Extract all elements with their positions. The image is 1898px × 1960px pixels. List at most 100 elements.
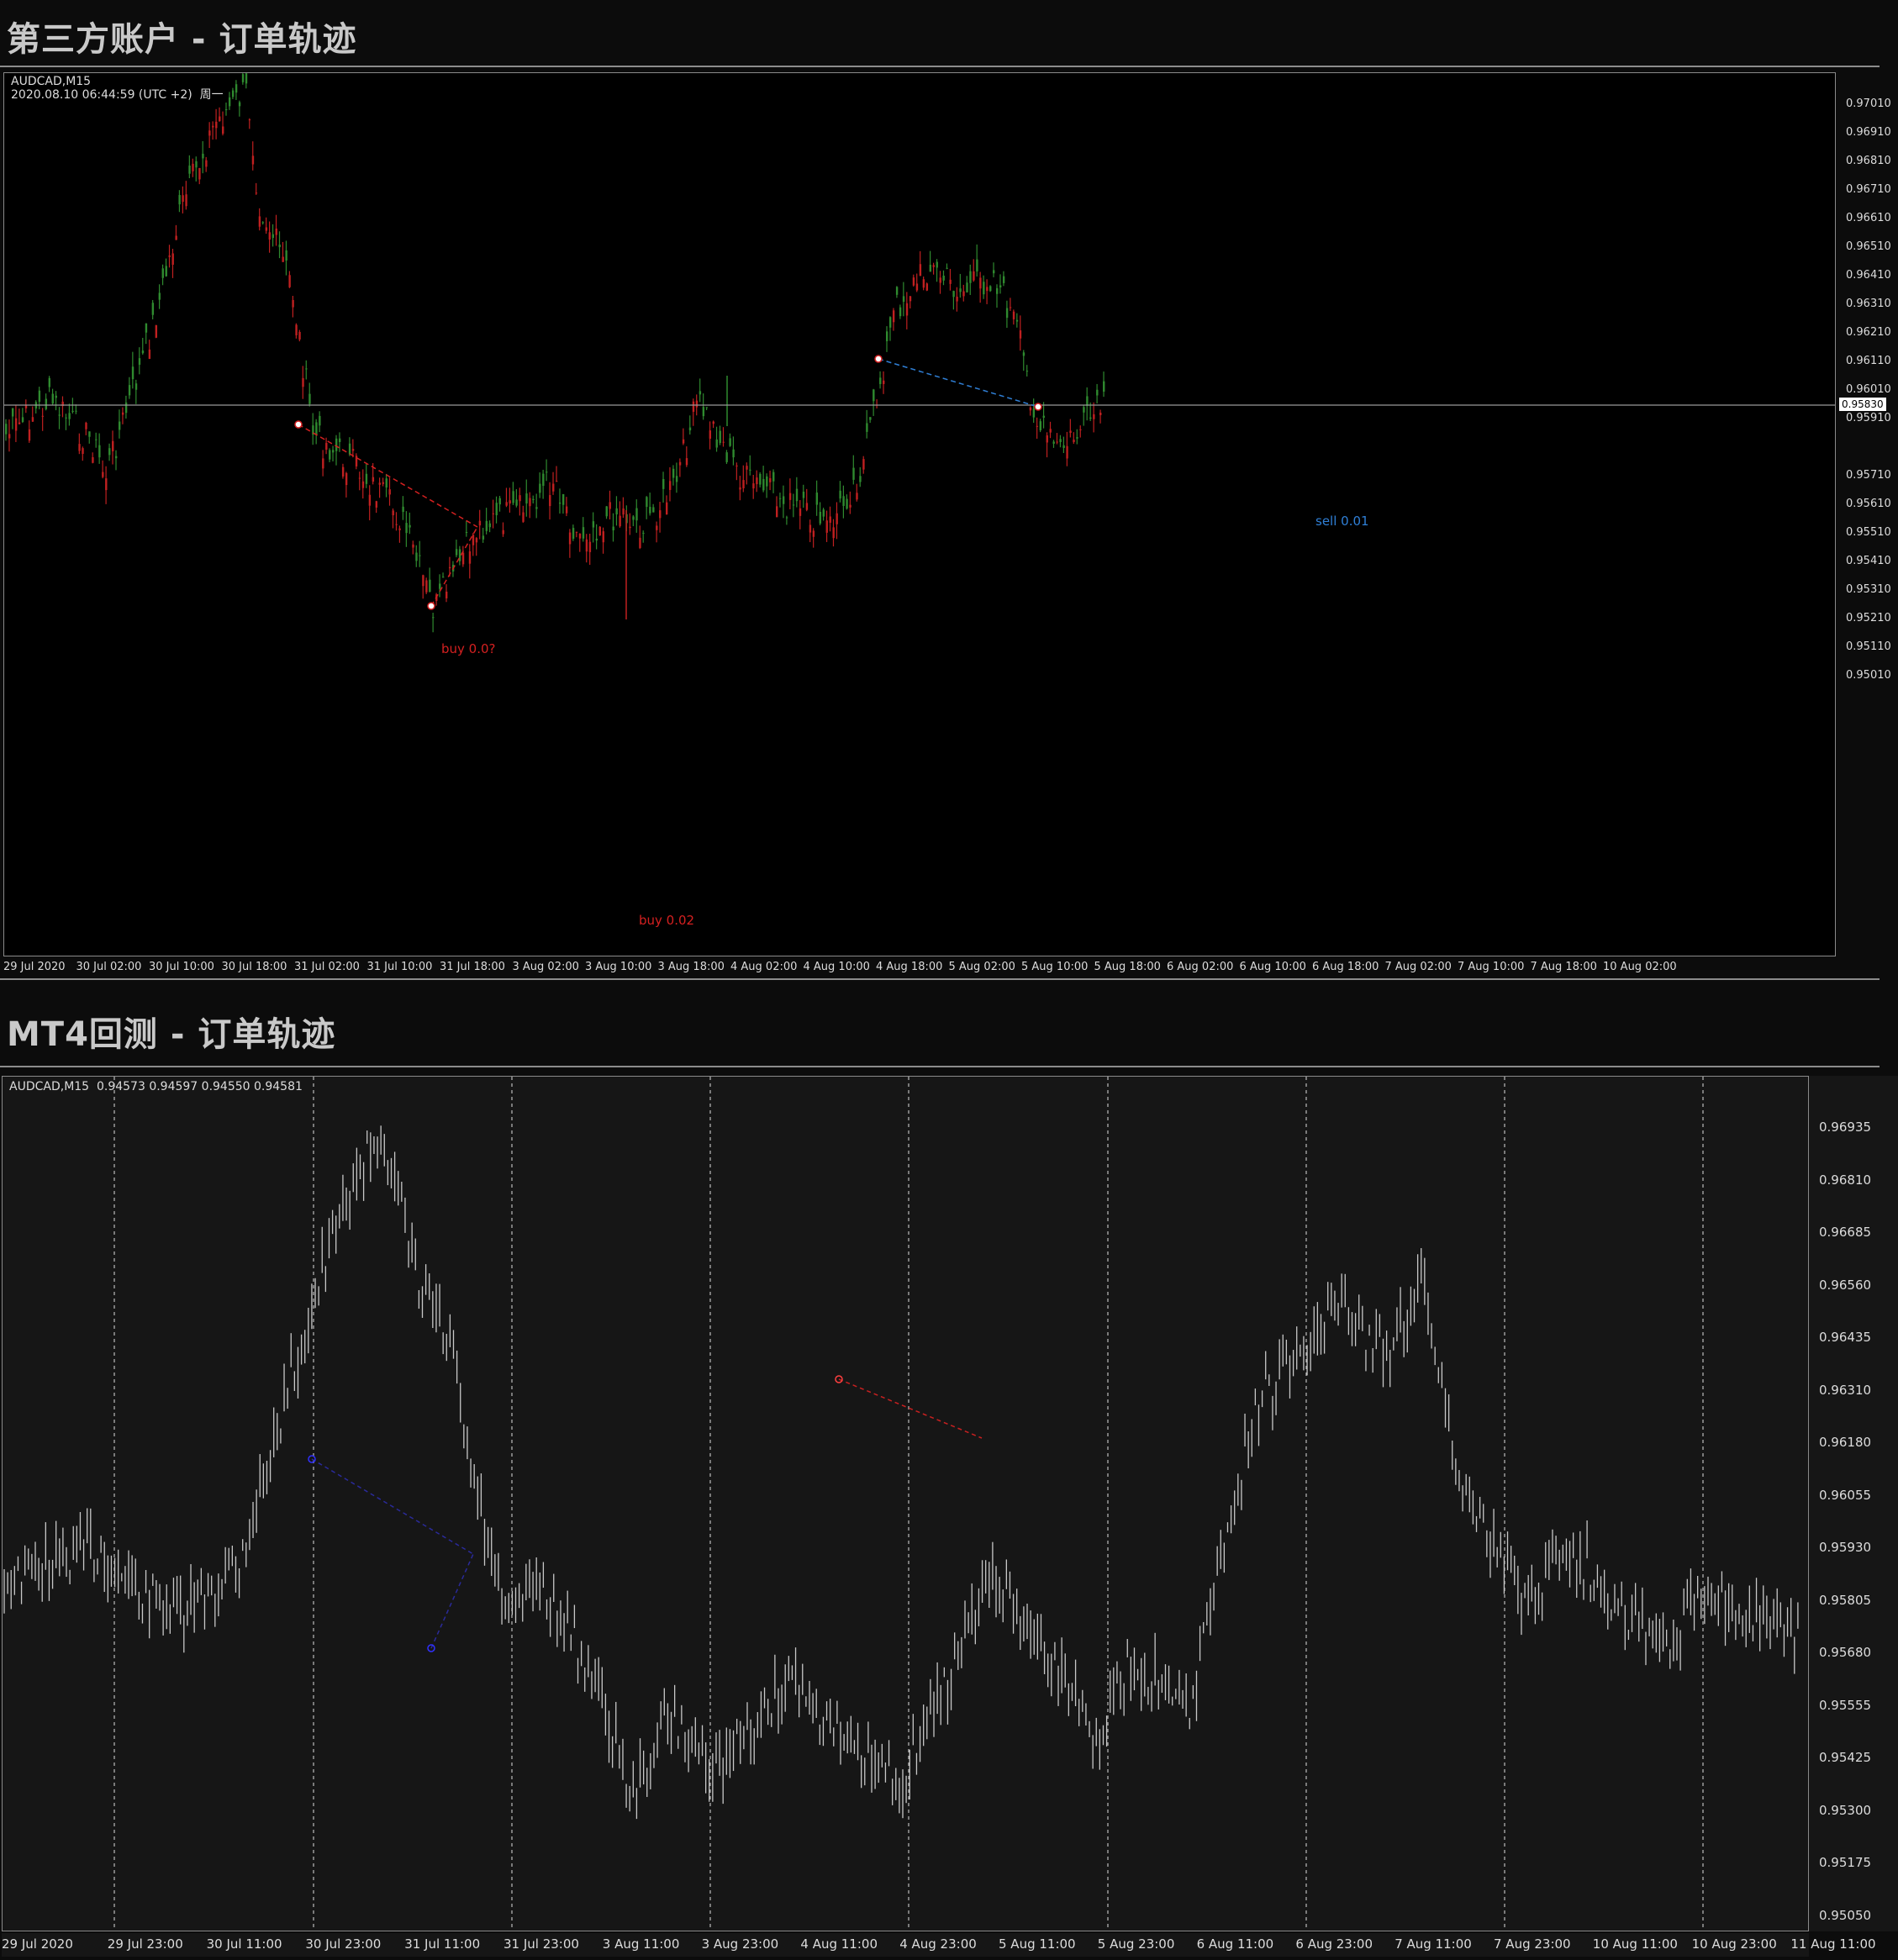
candle-body [261,222,265,224]
time-axis-label: 6 Aug 02:00 [1167,961,1234,973]
candle-body [61,401,64,407]
price-scale-tick: 0.95930 [1819,1540,1872,1555]
candle-body [1019,330,1022,339]
candle-body [465,531,468,533]
candle-body [1099,412,1102,415]
candle-body [959,288,962,292]
candle-body [905,303,909,316]
candle-body [846,498,848,509]
sell-trail [878,358,1039,408]
candle-body [335,438,338,451]
candle-body [219,116,221,122]
candle-body [115,456,118,459]
candle-body [255,192,258,194]
candle-body [629,526,631,529]
candle-body [785,517,788,519]
order-marker [874,355,883,363]
time-axis-label: 7 Aug 10:00 [1458,961,1525,973]
candle-body [68,413,71,419]
candle-body [869,417,872,420]
candle-body [822,509,825,517]
candle-body [729,438,731,446]
current-price-badge: 0.95830 [1839,398,1886,411]
candle-body [475,538,478,543]
candle-body [38,390,41,402]
candle-body [402,506,404,513]
candle-body [305,368,308,370]
candle-body [525,493,528,504]
candle-body [235,84,238,93]
price-scale-tick: 0.96810 [1846,155,1891,167]
candle-body [646,497,648,508]
candle-body [18,422,21,424]
candle-body [712,421,714,424]
candle-body [58,414,61,416]
candle-body [756,477,758,485]
chart1-price-scale[interactable]: 0.97010 0.96910 0.96810 0.96710 0.96610 0.965… [1836,72,1898,956]
candle-body [1029,407,1032,411]
price-scale-tick: 0.96685 [1819,1225,1872,1240]
candle-body [1083,407,1085,413]
time-axis-label: 31 Jul 23:00 [503,1936,579,1952]
candle-body [509,500,511,504]
candle-body [272,234,274,239]
time-axis-label: 30 Jul 02:00 [76,961,142,973]
candle-body [915,283,919,291]
candle-body [432,617,435,619]
candle-body [448,566,451,569]
candle-body [1005,308,1009,319]
candle-body [1032,408,1036,418]
candle-body [912,277,915,286]
candle-body [351,449,355,451]
price-scale-tick: 0.96010 [1846,383,1891,396]
candle-body [749,469,751,471]
candle-body [302,377,304,387]
candle-body [675,476,678,482]
section1-title: 第三方账户 - 订单轨迹 [7,20,357,59]
candle-body [922,279,925,288]
price-scale-tick: 0.96410 [1846,269,1891,282]
candle-body [1046,435,1048,443]
candle-body [949,279,952,284]
chart2-price-scale[interactable]: 0.96935 0.96810 0.96685 0.96560 0.96435 0.963… [1809,1076,1898,1931]
candle-body [329,450,331,460]
candle-body [28,429,31,441]
price-scale-tick: 0.96210 [1846,326,1891,339]
candle-body [715,439,718,448]
mt4-backtest-chart[interactable]: AUDCAD,M15 0.94573 0.94597 0.94550 0.945… [2,1076,1809,1931]
candle-body [121,412,124,415]
candle-body [719,430,721,443]
order-marker [835,1375,843,1383]
candle-body [795,488,799,502]
candle-body [946,267,948,269]
candle-body [973,271,975,281]
candle-body [682,439,685,444]
candle-body [722,441,725,443]
price-scale-tick: 0.95555 [1819,1697,1872,1713]
candle-body [886,331,888,341]
candle-body [802,491,805,498]
price-scale-tick: 0.95910 [1846,412,1891,424]
price-scale-tick: 0.95680 [1819,1645,1872,1660]
time-axis-label: 4 Aug 02:00 [730,961,798,973]
candle-body [478,520,482,526]
candle-body [222,126,224,134]
candle-body [212,125,214,128]
time-axis-label: 31 Jul 18:00 [440,961,505,973]
price-scale-tick: 0.95410 [1846,555,1891,567]
chart2-time-axis[interactable]: 29 Jul 2020 29 Jul 23:00 30 Jul 11:00 30 Ju… [2,1933,1876,1957]
candle-body [856,493,858,500]
candle-body [552,483,555,492]
candle-body [612,526,614,531]
chart1-candles [4,73,1835,633]
candle-body [1096,389,1099,396]
order-label-sell: sell 0.01 [1315,514,1369,529]
candle-body [772,472,775,482]
candle-body [312,425,314,435]
chart1-time-axis[interactable]: 29 Jul 2020 30 Jul 02:00 30 Jul 10:00 30 Ju… [3,958,1836,977]
third-party-chart[interactable]: AUDCAD,M15 2020.08.10 06:44:59 (UTC +2) … [3,72,1836,956]
candle-body [92,457,94,463]
candle-body [409,524,411,528]
candle-body [439,583,441,589]
candle-body [412,544,414,548]
